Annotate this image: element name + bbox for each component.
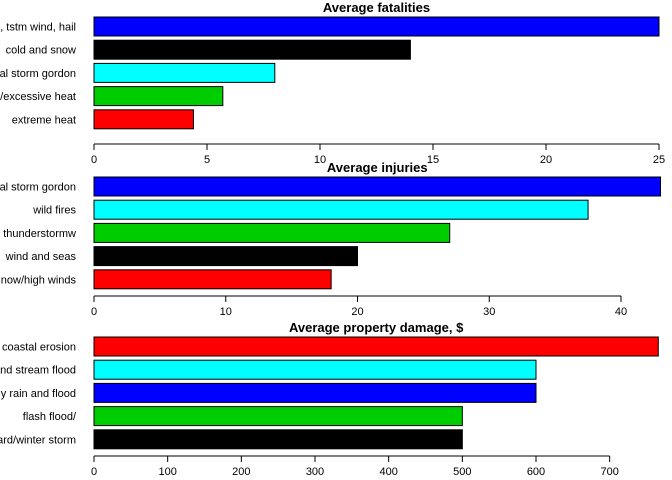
x-tick-label: 40	[615, 306, 627, 318]
bar	[93, 222, 451, 243]
chart-panel-1: Average fatalities , tstm wind, hail cold …	[0, 0, 665, 166]
bar	[93, 429, 463, 450]
x-tick-label: 25	[653, 154, 665, 166]
category-label: coastal erosion	[2, 342, 76, 354]
bar	[93, 336, 659, 357]
category-label: y rain and flood	[1, 388, 76, 400]
x-tick-label: 100	[158, 466, 176, 478]
category-label: flash flood/	[23, 411, 77, 423]
bar	[93, 199, 589, 220]
category-label: cal storm gordon	[0, 182, 76, 194]
chart-panel-3: Average property damage, $ coastal erosio…	[0, 320, 659, 478]
x-tick-label: 500	[453, 466, 471, 478]
x-tick-label: 400	[379, 466, 397, 478]
category-label: wild fires	[32, 205, 76, 217]
bar	[93, 86, 224, 107]
chart-title: Average property damage, $	[289, 320, 464, 335]
x-tick-label: 15	[427, 154, 439, 166]
category-label: thunderstormw	[3, 228, 76, 240]
x-tick-label: 0	[91, 306, 97, 318]
x-tick-label: 10	[220, 306, 232, 318]
category-label: and stream flood	[0, 365, 76, 377]
bar	[93, 359, 537, 380]
category-label: wind and seas	[5, 251, 77, 263]
chart-title: Average injuries	[327, 160, 428, 175]
x-tick-label: 20	[540, 154, 552, 166]
x-tick-label: 5	[204, 154, 210, 166]
x-tick-label: 300	[306, 466, 324, 478]
x-tick-label: 0	[91, 466, 97, 478]
bar	[93, 382, 537, 403]
bar	[93, 109, 194, 130]
chart-panel-2: Average injuries cal storm gordon wild fir…	[0, 160, 662, 318]
x-tick-label: 30	[483, 306, 495, 318]
category-label: , tstm wind, hail	[0, 22, 76, 34]
category-label: cold and snow	[6, 45, 76, 57]
category-label: cal storm gordon	[0, 68, 76, 80]
x-tick-label: 700	[600, 466, 618, 478]
category-label: /excessive heat	[0, 91, 76, 103]
x-tick-label: 200	[232, 466, 250, 478]
bar	[93, 16, 660, 37]
bar	[93, 246, 358, 267]
category-label: now/high winds	[1, 274, 77, 286]
category-label: extreme heat	[12, 114, 76, 126]
x-tick-label: 10	[314, 154, 326, 166]
bar	[93, 176, 662, 197]
bar	[93, 269, 332, 290]
bar	[93, 62, 276, 83]
chart-title: Average fatalities	[323, 0, 430, 15]
x-tick-label: 20	[351, 306, 363, 318]
x-tick-label: 0	[91, 154, 97, 166]
bar	[93, 406, 463, 427]
category-label: ard/winter storm	[0, 434, 76, 446]
x-tick-label: 600	[527, 466, 545, 478]
bar	[93, 39, 411, 60]
